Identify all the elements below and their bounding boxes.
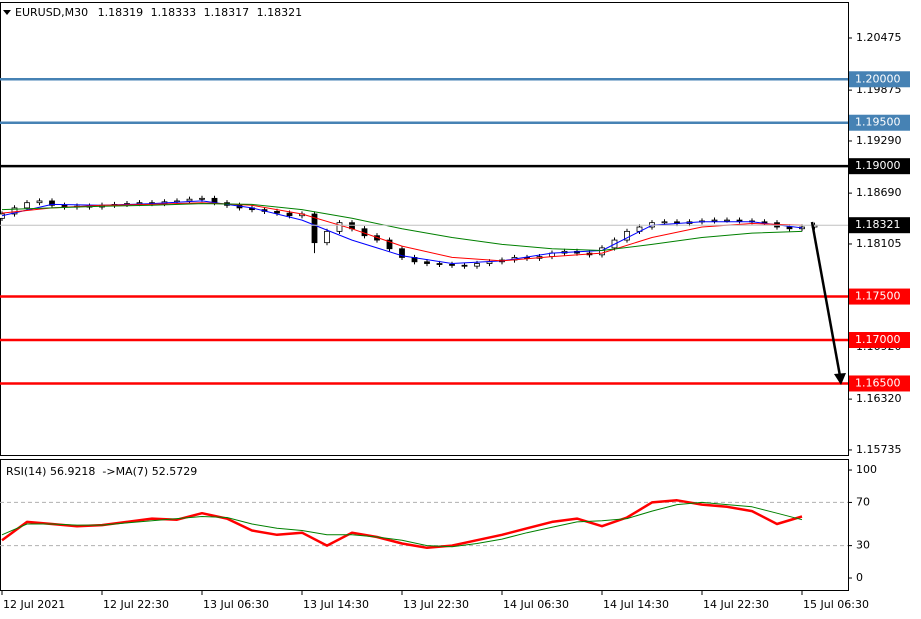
candle-body (286, 212, 293, 217)
x-tick-label: 13 Jul 06:30 (203, 598, 269, 611)
series-line (1, 202, 803, 262)
quote: 1.18321 (257, 6, 303, 19)
y-tick-label: 70 (856, 495, 870, 508)
y-tick-label: 1.20475 (856, 31, 902, 44)
x-tick-label: 14 Jul 22:30 (703, 598, 769, 611)
quote: 1.18319 (98, 6, 144, 19)
candle-body (724, 219, 730, 222)
level-box (849, 375, 910, 392)
candle-body (186, 198, 193, 202)
header: EURUSD,M30 1.18319 1.18333 1.18317 1.183… (15, 6, 302, 19)
level-label: 1.19000 (855, 159, 901, 172)
candle-body (0, 213, 5, 219)
candle-body (461, 264, 468, 267)
level-box (849, 288, 910, 305)
candle-body (11, 207, 18, 215)
symbol: EURUSD,M30 (15, 6, 88, 19)
x-tick-label: 14 Jul 14:30 (603, 598, 669, 611)
candle-body (386, 239, 393, 250)
arrow-shaft (810, 221, 842, 377)
candle-body (311, 213, 318, 244)
level-label: 1.17500 (855, 290, 901, 303)
arrow-head (834, 373, 846, 385)
y-tick-label: 1.19290 (856, 134, 902, 147)
series-line (1, 200, 803, 264)
y-tick-label: 100 (856, 463, 877, 476)
rsi-panel (0, 459, 849, 591)
level-label: 1.20000 (855, 72, 901, 85)
candle-body (474, 263, 480, 267)
quote: 1.18333 (151, 6, 197, 19)
x-tick-label: 15 Jul 06:30 (803, 598, 869, 611)
candle-body (786, 226, 793, 230)
level-label: 1.16500 (855, 376, 901, 389)
level-label: 1.17000 (855, 333, 901, 346)
level-box (849, 71, 910, 88)
level-box (849, 114, 910, 131)
candle-body (736, 219, 743, 222)
x-tick-label: 12 Jul 2021 (3, 598, 65, 611)
candle-body (761, 221, 768, 224)
candle-body (661, 221, 668, 224)
candle-body (424, 261, 430, 264)
candle-body (449, 263, 455, 266)
y-tick-label: 0 (856, 571, 863, 584)
candle-body (711, 219, 718, 222)
y-tick-label: 1.16320 (856, 392, 902, 405)
candle-body (36, 200, 43, 204)
current-price-box (849, 217, 910, 234)
level-label: 1.19500 (855, 116, 901, 129)
x-tick-label: 14 Jul 06:30 (503, 598, 569, 611)
menu-triangle (3, 10, 11, 15)
candle-body (274, 210, 280, 214)
y-tick-label: 1.15735 (856, 443, 902, 456)
candle-body (624, 230, 630, 241)
y-tick-label: 30 (856, 539, 870, 552)
current-price-label: 1.18321 (855, 218, 901, 231)
plot-layer: 1.204751.198751.192901.186901.181051.169… (0, 31, 910, 611)
x-tick-label: 13 Jul 14:30 (303, 598, 369, 611)
level-box (849, 158, 910, 175)
quote: 1.18317 (204, 6, 250, 19)
series-line (1, 501, 803, 548)
x-tick-label: 13 Jul 22:30 (403, 598, 469, 611)
series-line (1, 499, 803, 550)
series-line (1, 203, 803, 251)
candle-body (199, 197, 205, 200)
level-box (849, 332, 910, 349)
candle-body (324, 230, 330, 244)
candle-body (436, 263, 443, 265)
candle-body (336, 222, 343, 232)
y-tick-label: 1.18690 (856, 186, 902, 199)
candle-body (599, 247, 605, 256)
rsi-title: RSI(14) 56.9218 ->MA(7) 52.5729 (6, 465, 197, 478)
y-tick-label: 1.18105 (856, 237, 902, 250)
candle-body (399, 248, 405, 258)
main-panel (0, 2, 849, 456)
candle-body (24, 202, 30, 209)
x-tick-label: 12 Jul 22:30 (103, 598, 169, 611)
candle-body (49, 200, 55, 206)
